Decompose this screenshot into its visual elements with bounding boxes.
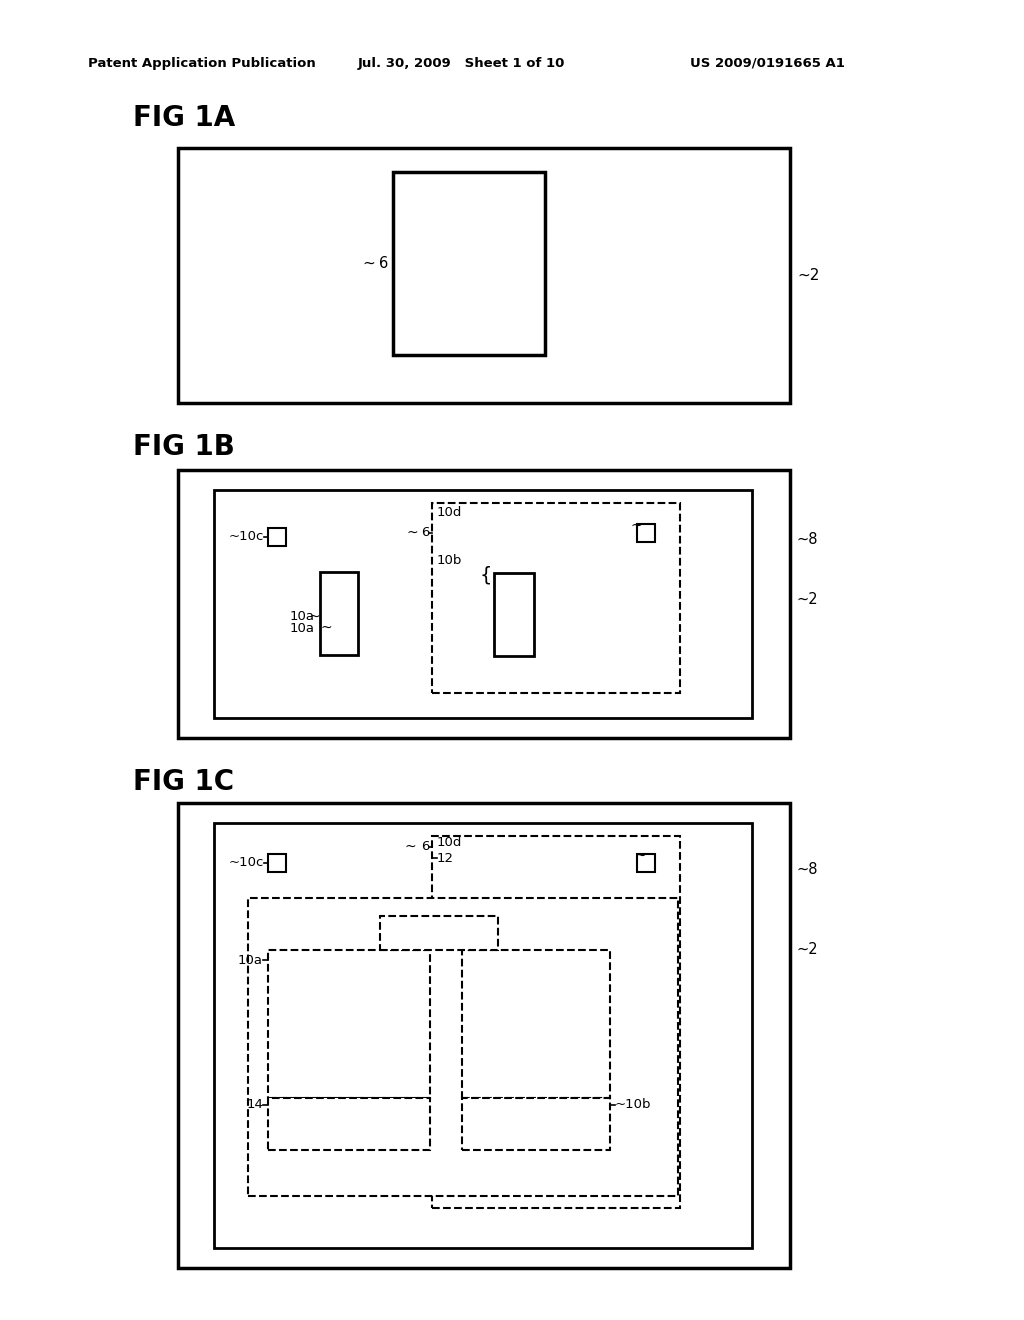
Text: ~: ~ bbox=[634, 849, 645, 863]
Text: ~: ~ bbox=[308, 610, 319, 624]
Bar bbox=[214, 822, 752, 1247]
Text: ~: ~ bbox=[407, 525, 418, 540]
Bar bbox=[494, 573, 534, 656]
Text: US 2009/0191665 A1: US 2009/0191665 A1 bbox=[690, 57, 845, 70]
Bar bbox=[268, 1098, 430, 1150]
Text: 6: 6 bbox=[421, 527, 429, 540]
Bar bbox=[178, 803, 790, 1269]
Text: ~2: ~2 bbox=[797, 593, 818, 607]
Text: ~: ~ bbox=[404, 840, 416, 854]
Text: ~8: ~8 bbox=[797, 532, 818, 548]
Text: 6: 6 bbox=[379, 256, 388, 271]
Text: Patent Application Publication: Patent Application Publication bbox=[88, 57, 315, 70]
Text: 10d: 10d bbox=[437, 837, 463, 850]
Text: 14: 14 bbox=[246, 1098, 263, 1111]
Bar bbox=[319, 572, 358, 655]
Text: 10a: 10a bbox=[238, 953, 263, 966]
Bar bbox=[214, 490, 752, 718]
Bar bbox=[178, 470, 790, 738]
Bar bbox=[248, 898, 678, 1196]
Bar bbox=[637, 524, 655, 543]
Text: ~: ~ bbox=[630, 519, 642, 533]
Bar bbox=[462, 1098, 610, 1150]
Bar bbox=[268, 950, 430, 1098]
Text: FIG 1C: FIG 1C bbox=[133, 768, 234, 796]
Bar bbox=[268, 854, 286, 873]
Text: 10a: 10a bbox=[290, 622, 315, 635]
Bar bbox=[380, 916, 498, 950]
Text: 10d: 10d bbox=[437, 506, 463, 519]
Text: ~: ~ bbox=[362, 256, 375, 271]
Bar bbox=[178, 148, 790, 403]
Text: 12: 12 bbox=[437, 851, 454, 865]
Text: ~: ~ bbox=[321, 620, 333, 635]
Text: FIG 1B: FIG 1B bbox=[133, 433, 234, 461]
Bar bbox=[637, 854, 655, 873]
Bar bbox=[432, 836, 680, 1208]
Bar bbox=[462, 950, 610, 1098]
Text: ~2: ~2 bbox=[797, 268, 819, 282]
Text: ~8: ~8 bbox=[797, 862, 818, 878]
Text: 10a: 10a bbox=[290, 610, 315, 623]
Text: 10b: 10b bbox=[437, 553, 463, 566]
Bar bbox=[268, 528, 286, 546]
Text: ~10c: ~10c bbox=[228, 531, 264, 544]
Bar bbox=[393, 172, 545, 355]
Text: Jul. 30, 2009   Sheet 1 of 10: Jul. 30, 2009 Sheet 1 of 10 bbox=[358, 57, 565, 70]
Text: ~2: ~2 bbox=[797, 942, 818, 957]
Text: {: { bbox=[479, 565, 492, 585]
Text: 6: 6 bbox=[421, 841, 429, 854]
Text: FIG 1A: FIG 1A bbox=[133, 104, 236, 132]
Text: ~10b: ~10b bbox=[615, 1098, 651, 1111]
Text: ~10c: ~10c bbox=[228, 857, 264, 870]
Bar bbox=[432, 503, 680, 693]
